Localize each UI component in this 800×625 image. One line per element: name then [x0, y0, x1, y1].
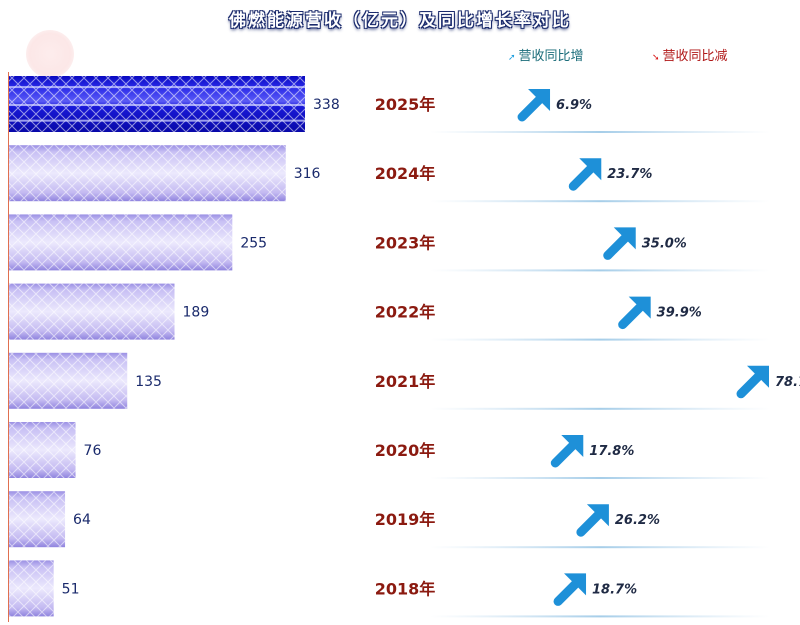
- value-label: 316: [294, 166, 321, 182]
- row-separator: [430, 477, 770, 479]
- row-separator: [430, 338, 770, 341]
- row-separator: [430, 546, 770, 549]
- arrow-down-icon: ➘: [652, 53, 660, 63]
- growth-up-arrow-icon: [618, 296, 651, 330]
- bar-texture: [9, 491, 66, 548]
- growth-label: 35.0%: [642, 236, 687, 251]
- category-label: 2022年: [375, 303, 436, 322]
- category-label: 2020年: [375, 441, 436, 460]
- watermark-logo: [26, 30, 74, 78]
- category-label: 2021年: [375, 372, 436, 391]
- row-separator: [430, 131, 770, 133]
- value-label: 135: [135, 374, 162, 390]
- row-separator: [430, 615, 770, 618]
- legend-decrease-label: 营收同比减: [662, 49, 728, 64]
- category-label: 2019年: [375, 510, 436, 529]
- growth-label: 17.8%: [589, 444, 634, 459]
- row-separator: [430, 407, 770, 410]
- legend-increase: ➚ 营收同比增: [508, 45, 584, 64]
- bar-stripe: [9, 86, 305, 89]
- category-label: 2024年: [375, 164, 436, 183]
- growth-label: 26.2%: [615, 513, 660, 528]
- bar-texture: [9, 560, 54, 617]
- growth-up-arrow-icon: [736, 365, 769, 399]
- growth-up-arrow-icon: [603, 227, 636, 260]
- legend-decrease: ➘ 营收同比减: [652, 45, 728, 64]
- bar-texture: [9, 422, 76, 478]
- bar-texture: [9, 352, 128, 409]
- row-separator: [430, 269, 770, 272]
- value-label: 189: [183, 305, 210, 321]
- arrow-up-icon: ➚: [508, 53, 516, 63]
- growth-up-arrow-icon: [550, 435, 584, 468]
- row-separator: [430, 200, 770, 203]
- category-label: 2023年: [375, 233, 436, 252]
- value-label: 64: [73, 512, 91, 528]
- growth-label: 23.7%: [607, 167, 652, 182]
- growth-up-arrow-icon: [553, 573, 587, 606]
- legend-increase-label: 营收同比增: [518, 49, 584, 64]
- growth-label: 6.9%: [556, 98, 592, 113]
- bar-texture: [9, 145, 286, 202]
- growth-label: 78.7%: [775, 375, 800, 390]
- bar-stripe: [9, 119, 305, 122]
- growth-up-arrow-icon: [517, 89, 551, 122]
- growth-up-arrow-icon: [568, 158, 602, 191]
- chart-title: 佛燃能源营收（亿元）及同比增长率对比: [229, 11, 571, 31]
- bar-texture: [9, 283, 175, 340]
- bar-texture: [9, 214, 233, 271]
- category-axis: [8, 72, 9, 622]
- value-label: 51: [62, 581, 80, 597]
- growth-label: 18.7%: [592, 582, 637, 597]
- value-label: 255: [240, 235, 267, 251]
- category-label: 2025年: [375, 95, 436, 114]
- value-label: 338: [313, 97, 340, 113]
- growth-up-arrow-icon: [576, 504, 609, 537]
- category-label: 2018年: [375, 579, 436, 598]
- bar-stripe: [9, 104, 305, 106]
- value-label: 76: [84, 443, 102, 459]
- growth-label: 39.9%: [657, 306, 702, 321]
